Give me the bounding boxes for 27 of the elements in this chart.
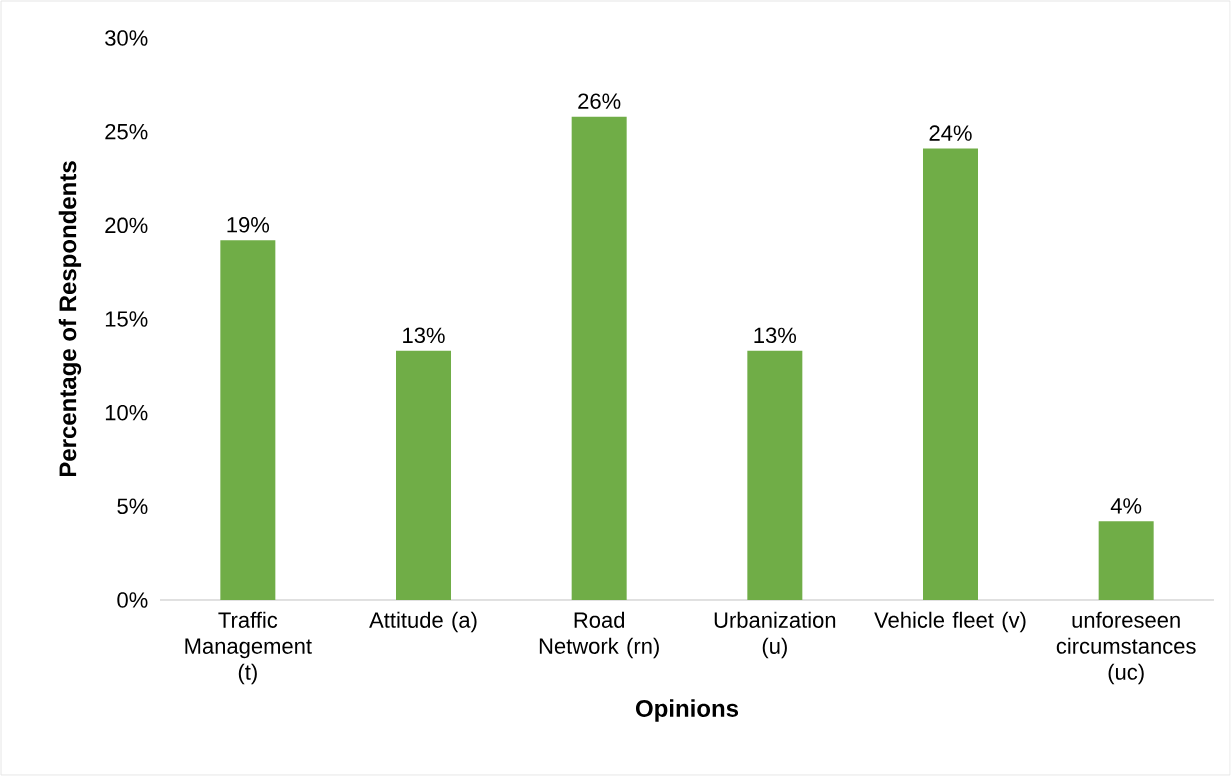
y-tick-label: 10% — [105, 404, 148, 421]
x-axis-title: Opinions — [635, 699, 739, 722]
y-tick-label: 30% — [105, 30, 148, 46]
data-label: 4% — [1110, 498, 1142, 514]
bar — [747, 350, 803, 600]
bar — [396, 350, 452, 600]
bar — [220, 240, 276, 600]
data-label: 13% — [403, 327, 445, 344]
x-tick-label: Attitude (a) — [369, 611, 477, 633]
y-tick-label: 5% — [117, 498, 148, 515]
y-tick-label: 0% — [117, 592, 148, 608]
data-label: 13% — [754, 327, 797, 344]
data-label: 24% — [929, 125, 972, 141]
x-tick-label: Urbanization (u) — [714, 611, 836, 659]
x-tick-label: Vehicle fleet (v) — [874, 611, 1026, 633]
y-tick-label: 20% — [105, 217, 148, 234]
data-label: 19% — [227, 217, 270, 233]
bar — [571, 116, 627, 600]
x-tick-label: unforeseen circumstances (uc) — [1056, 611, 1196, 685]
x-tick-label: Traffic Management (t) — [185, 611, 312, 685]
y-tick-label: 15% — [105, 311, 148, 327]
bar — [923, 148, 978, 600]
x-tick-label: Road Network (rn) — [539, 611, 659, 659]
bar — [1098, 521, 1154, 600]
data-label: 26% — [578, 93, 621, 109]
y-tick-label: 25% — [105, 123, 148, 140]
y-axis-title: Percentage of Respondents — [58, 161, 82, 477]
